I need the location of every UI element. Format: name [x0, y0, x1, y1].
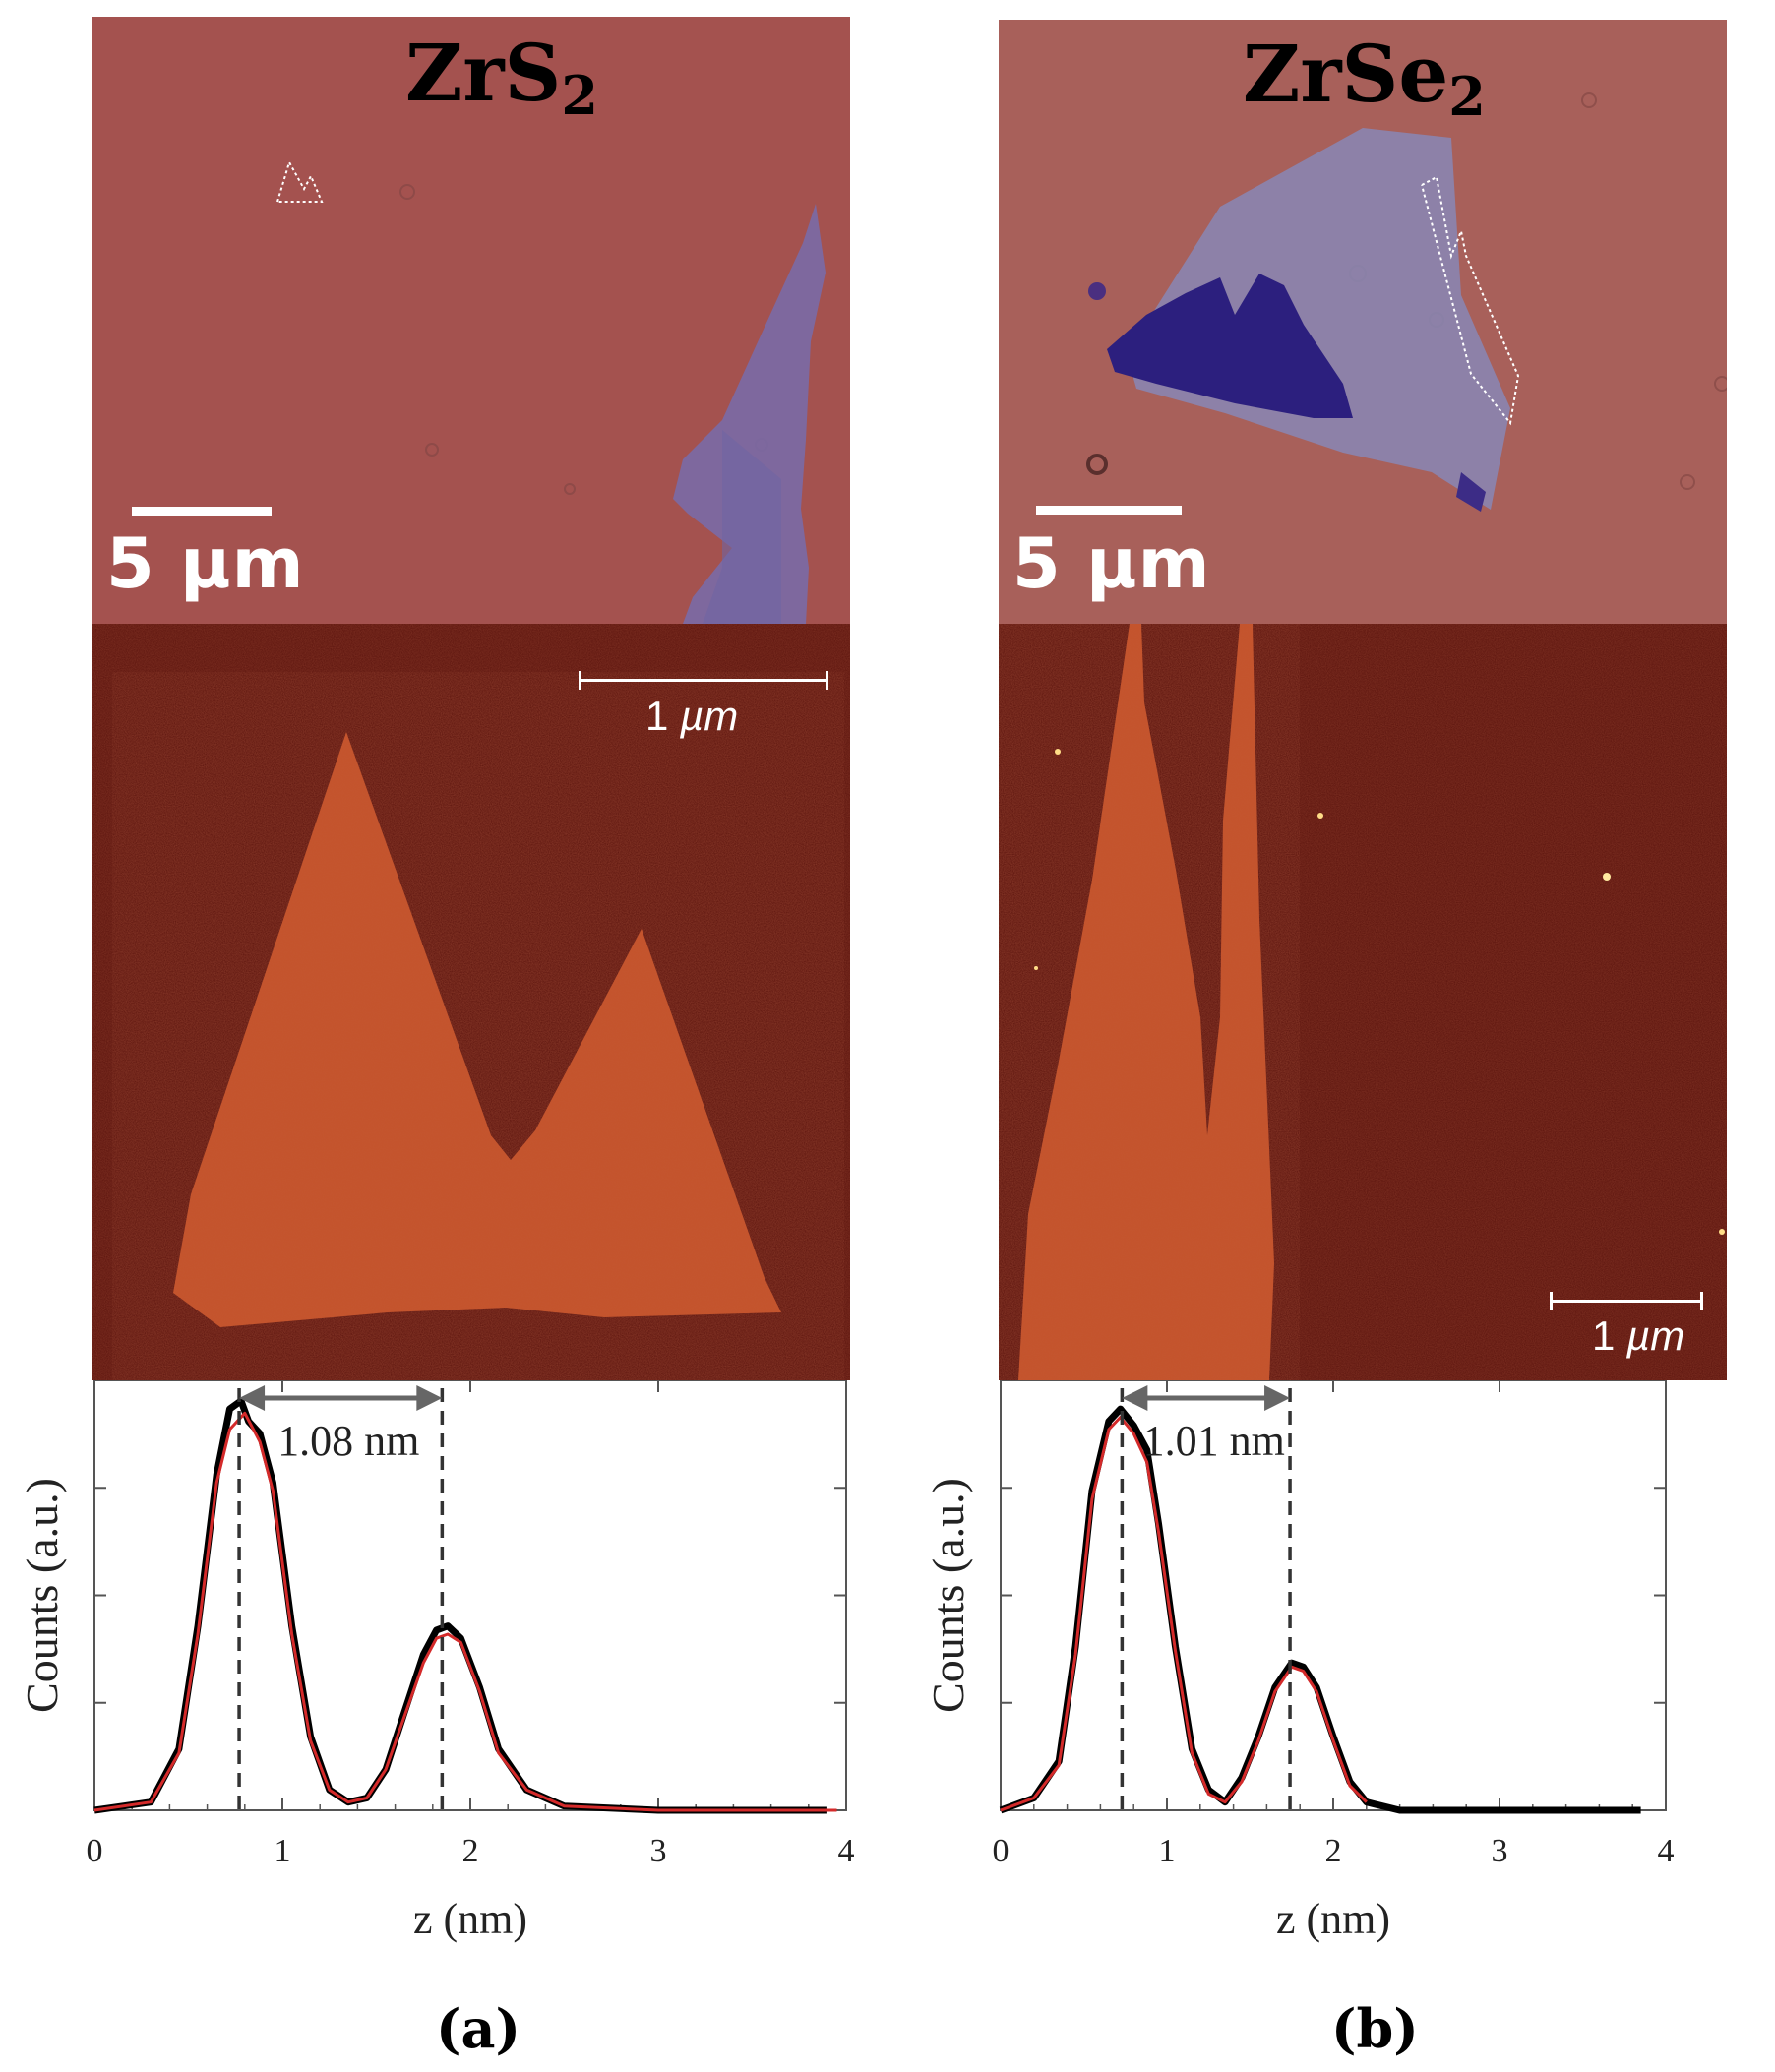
- x-tick-label: 3: [650, 1833, 667, 1869]
- plot-frame: [93, 1380, 847, 1811]
- peak-distance-label: 1.01 nm: [1143, 1417, 1285, 1465]
- afm-scale-label-a: 1 µm: [645, 693, 739, 739]
- peak-distance-label: 1.08 nm: [277, 1417, 419, 1465]
- optical-flake-svg-a: [92, 17, 850, 624]
- x-tick-label: 2: [1325, 1833, 1342, 1869]
- afm-flake-svg-a: [92, 624, 850, 1380]
- afm-scale-bar-b: [1550, 1300, 1703, 1303]
- caption-b: (b): [1331, 1997, 1419, 2060]
- dark-flake-region: [1107, 274, 1353, 418]
- x-axis-label: z (nm): [1276, 1895, 1390, 1943]
- histogram-chart-b: 0 1 2 3 4 1.01 nm z (nm) Counts (a.u.): [923, 1380, 1675, 1943]
- y-axis-label: Counts (a.u.): [17, 1478, 67, 1713]
- x-tick-label: 0: [87, 1833, 103, 1869]
- optical-scale-label-a: 5 µm: [106, 523, 305, 604]
- afm-region-outline: [1421, 175, 1520, 426]
- afm-scale-bar-a: [579, 679, 828, 682]
- x-tick-label: 4: [838, 1833, 855, 1869]
- afm-scale-bar-a-tick-right: [826, 671, 828, 690]
- arrow-head-left: [1122, 1385, 1148, 1411]
- material-title-b: ZrSe2: [1243, 28, 1486, 128]
- x-tick-label: 0: [993, 1833, 1010, 1869]
- histogram-chart-a: 0 1 2 3 4 1.08 nm z (nm) Counts (a.u.): [17, 1380, 855, 1943]
- afm-scale-label-b: 1 µm: [1592, 1312, 1685, 1359]
- flake-region: [1127, 128, 1510, 510]
- afm-scale-bar-a-tick-left: [579, 671, 581, 690]
- optical-image-b: ZrSe2 5 µm: [999, 20, 1727, 624]
- afm-image-a: 1 µm: [92, 624, 850, 1380]
- afm-scale-bar-b-tick-right: [1700, 1292, 1703, 1310]
- x-tick-label: 1: [275, 1833, 291, 1869]
- arrow-head-right: [1264, 1385, 1291, 1411]
- x-tick-label: 1: [1159, 1833, 1176, 1869]
- arrow-head-left: [239, 1385, 266, 1411]
- x-tick-label: 3: [1492, 1833, 1508, 1869]
- optical-flake-svg-b: [999, 20, 1727, 624]
- fit-series: [93, 1411, 837, 1812]
- afm-flake-svg-b: [999, 624, 1727, 1380]
- fit-series: [1000, 1416, 1368, 1812]
- y-axis-label: Counts (a.u.): [923, 1478, 973, 1713]
- optical-scale-label-b: 5 µm: [1012, 523, 1211, 604]
- material-title-a: ZrS2: [405, 27, 598, 127]
- flake-region: [673, 204, 826, 624]
- caption-a: (a): [436, 1997, 521, 2060]
- optical-scale-bar-b: [1036, 506, 1182, 515]
- optical-scale-bar-a: [132, 507, 272, 516]
- afm-scale-bar-b-tick-left: [1550, 1292, 1553, 1310]
- afm-region-outline: [276, 159, 324, 203]
- optical-image-a: ZrS2 5 µm: [92, 17, 850, 624]
- arrow-head-right: [416, 1385, 443, 1411]
- x-axis-label: z (nm): [413, 1895, 527, 1943]
- x-tick-label: 2: [462, 1833, 479, 1869]
- x-tick-label: 4: [1658, 1833, 1675, 1869]
- afm-image-b: 1 µm: [999, 624, 1727, 1380]
